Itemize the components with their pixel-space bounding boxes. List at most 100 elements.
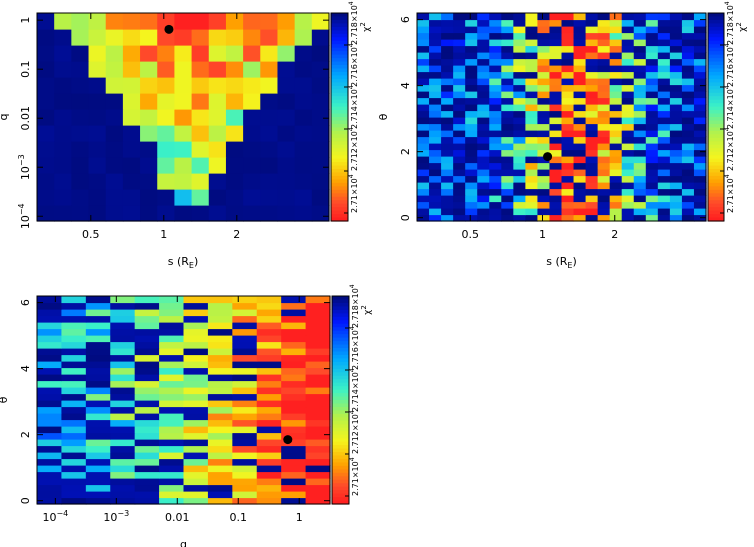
- heatmap-cell: [243, 173, 261, 190]
- heatmap-cell: [465, 136, 478, 144]
- heatmap-cell: [305, 322, 331, 330]
- heatmap-cell: [232, 471, 258, 479]
- y-axis-label: θ: [377, 113, 390, 120]
- colorbar-swatch: [708, 96, 724, 101]
- heatmap-cell: [243, 189, 261, 206]
- colorbar-swatch: [708, 82, 724, 87]
- heatmap-cell: [294, 77, 313, 94]
- heatmap-cell: [157, 205, 176, 222]
- heatmap-cell: [110, 439, 136, 447]
- heatmap-cell: [208, 13, 227, 30]
- heatmap-cell: [54, 93, 72, 110]
- heatmap-cell: [513, 123, 526, 131]
- heatmap-cell: [37, 173, 55, 190]
- heatmap-cell: [85, 315, 111, 323]
- heatmap-cell: [134, 445, 160, 453]
- heatmap-cell: [645, 52, 659, 60]
- heatmap-cell: [429, 136, 442, 144]
- heatmap-cell: [281, 413, 307, 421]
- colorbar-swatch: [708, 137, 724, 142]
- heatmap-cell: [85, 374, 111, 382]
- heatmap-cell: [441, 117, 454, 125]
- heatmap-cell: [429, 39, 442, 47]
- heatmap-cell: [417, 136, 430, 144]
- heatmap-cell: [159, 458, 185, 466]
- heatmap-cell: [174, 29, 193, 46]
- heatmap-cell: [633, 104, 647, 112]
- heatmap-cell: [501, 201, 514, 209]
- heatmap-cell: [585, 149, 599, 157]
- colorbar-swatch: [332, 400, 349, 405]
- heatmap-cell: [693, 117, 707, 125]
- heatmap-cell: [256, 296, 282, 304]
- heatmap-cell: [645, 162, 659, 170]
- heatmap-cell: [561, 208, 575, 216]
- heatmap-cell: [621, 136, 635, 144]
- heatmap-cell: [609, 182, 623, 190]
- heatmap-cell: [621, 26, 635, 34]
- colorbar-swatch: [332, 413, 349, 418]
- heatmap-cell: [669, 84, 683, 92]
- heatmap-cell: [669, 201, 683, 209]
- heatmap-cell: [537, 136, 551, 144]
- heatmap-cell: [525, 78, 539, 86]
- heatmap-cell: [477, 214, 490, 222]
- heatmap-cell: [159, 348, 185, 356]
- heatmap-cell: [183, 309, 209, 317]
- heatmap-cell: [232, 335, 258, 343]
- heatmap-cell: [645, 143, 659, 151]
- heatmap-cell: [561, 182, 575, 190]
- colorbar-swatch: [332, 309, 349, 314]
- heatmap-cell: [37, 348, 63, 356]
- colorbar-swatch: [332, 420, 349, 425]
- colorbar-swatch: [332, 327, 349, 332]
- heatmap-cell: [561, 214, 575, 222]
- colorbar-swatch: [332, 476, 349, 481]
- heatmap-cell: [465, 214, 478, 222]
- heatmap-cell: [207, 335, 233, 343]
- heatmap-cell: [693, 104, 707, 112]
- heatmap-cell: [134, 439, 160, 447]
- heatmap-cell: [134, 491, 160, 499]
- heatmap-cell: [549, 143, 563, 151]
- heatmap-cell: [645, 71, 659, 79]
- heatmap-cell: [183, 400, 209, 408]
- heatmap-cell: [609, 65, 623, 73]
- heatmap-cell: [657, 71, 671, 79]
- heatmap-cell: [669, 156, 683, 164]
- heatmap-cell: [621, 123, 635, 131]
- heatmap-cell: [417, 104, 430, 112]
- heatmap-cell: [465, 97, 478, 105]
- heatmap-cell: [281, 302, 307, 310]
- heatmap-cell: [633, 65, 647, 73]
- heatmap-cell: [645, 182, 659, 190]
- heatmap-cell: [159, 478, 185, 486]
- heatmap-cell: [85, 445, 111, 453]
- heatmap-cell: [537, 169, 551, 177]
- x-tick-label: 0.01: [165, 511, 190, 524]
- heatmap-cell: [561, 13, 575, 21]
- colorbar-swatch: [708, 127, 724, 132]
- heatmap-cell: [159, 296, 185, 304]
- heatmap-cell: [477, 45, 490, 53]
- heatmap-cell: [110, 452, 136, 460]
- heatmap-cell: [71, 189, 90, 206]
- heatmap-cell: [573, 162, 587, 170]
- heatmap-cell: [417, 195, 430, 203]
- heatmap-cell: [645, 149, 659, 157]
- heatmap-cell: [85, 387, 111, 395]
- heatmap-cell: [183, 426, 209, 434]
- heatmap-cell: [281, 387, 307, 395]
- heatmap-cell: [693, 110, 707, 118]
- heatmap-cell: [311, 45, 330, 62]
- heatmap-cell: [621, 39, 635, 47]
- colorbar-swatch: [332, 483, 349, 488]
- heatmap-cell: [549, 123, 563, 131]
- heatmap-cell: [260, 93, 279, 110]
- heatmap-cell: [525, 65, 539, 73]
- heatmap-cell: [645, 65, 659, 73]
- colorbar-swatch: [708, 210, 724, 215]
- colorbar-swatch: [331, 210, 348, 215]
- heatmap-cell: [597, 91, 611, 99]
- heatmap-cell: [256, 478, 282, 486]
